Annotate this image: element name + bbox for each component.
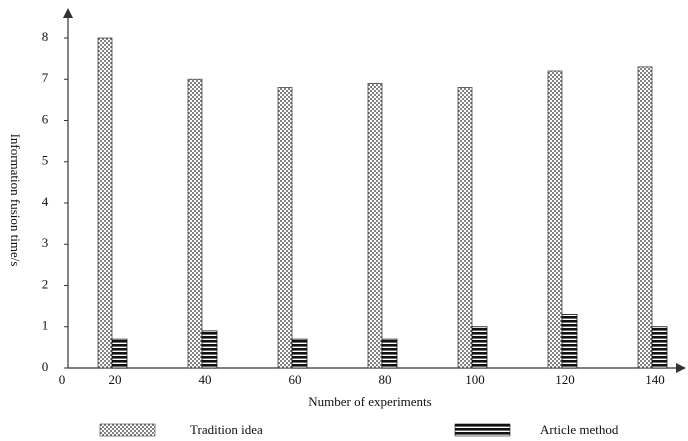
bar (381, 338, 398, 369)
y-axis-label: Information fusion time/s (8, 134, 23, 267)
x-tick-label: 20 (109, 372, 122, 387)
x-tick-label: 120 (555, 372, 575, 387)
bar (471, 326, 488, 369)
x-axis-arrow (676, 363, 686, 373)
legend-label: Article method (540, 422, 619, 437)
bar (111, 338, 128, 369)
x-tick-label: 140 (645, 372, 665, 387)
x-tick-label: 80 (379, 372, 392, 387)
y-axis-arrow (63, 8, 73, 18)
bar (457, 87, 473, 369)
bar (187, 78, 203, 369)
legend-swatch (99, 423, 156, 437)
y-tick-label: 8 (42, 29, 49, 44)
bar (561, 313, 578, 369)
y-tick-label: 5 (42, 153, 49, 168)
bar (97, 37, 113, 369)
bar (291, 338, 308, 369)
y-tick-label: 0 (42, 359, 49, 374)
bar (651, 326, 668, 369)
bar (201, 330, 218, 369)
legend-swatch (454, 423, 511, 437)
y-tick-label: 6 (42, 111, 49, 126)
y-tick-label: 1 (42, 318, 49, 333)
x-origin-label: 0 (59, 372, 66, 387)
bar (277, 87, 293, 369)
x-tick-label: 100 (465, 372, 485, 387)
y-tick-label: 3 (42, 235, 49, 250)
bar (547, 70, 563, 369)
bar (367, 82, 383, 369)
legend-label: Tradition idea (190, 422, 263, 437)
y-tick-label: 2 (42, 276, 49, 291)
bar (637, 66, 653, 369)
x-tick-label: 40 (199, 372, 212, 387)
y-tick-label: 4 (42, 194, 49, 209)
y-tick-label: 7 (42, 70, 49, 85)
x-axis-label: Number of experiments (308, 394, 431, 409)
x-tick-label: 60 (289, 372, 302, 387)
